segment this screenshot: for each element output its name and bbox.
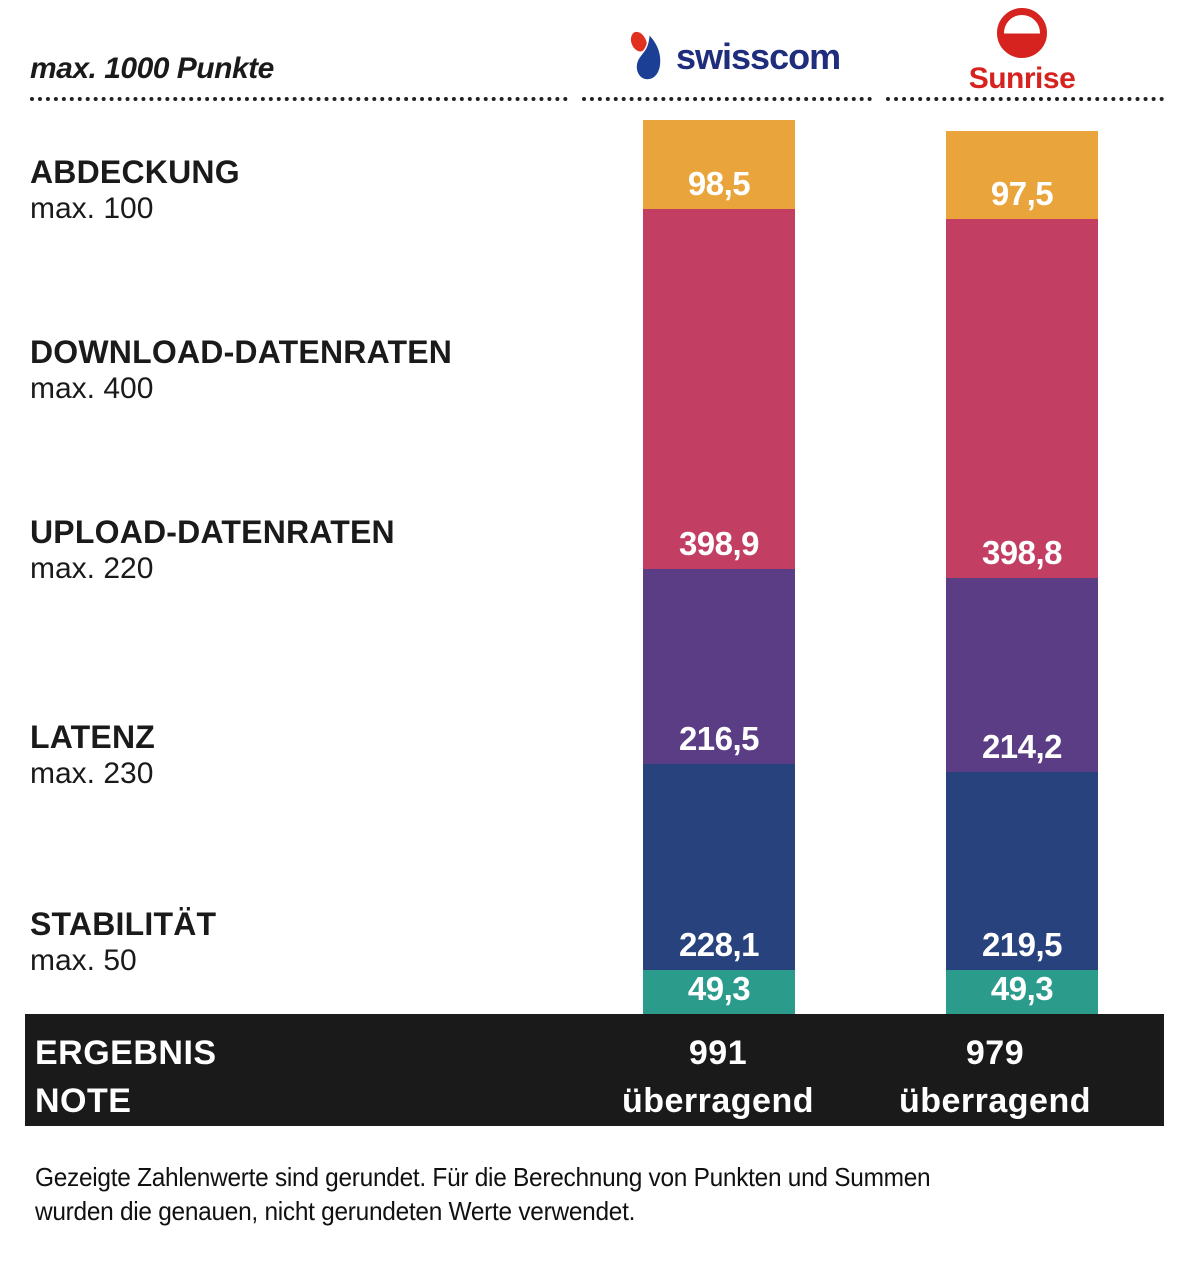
sunrise-icon	[997, 8, 1047, 58]
segment-value-label: 49,3	[991, 972, 1053, 1006]
ergebnis-label: ERGEBNIS	[35, 1029, 217, 1077]
sunrise-logo: Sunrise	[946, 8, 1098, 96]
category-label: STABILITÄT	[30, 908, 216, 940]
note-label: NOTE	[35, 1077, 217, 1125]
category-label: UPLOAD-DATENRATEN	[30, 516, 395, 548]
result-swisscom: 991 überragend	[568, 1029, 868, 1125]
category-max: max. 400	[30, 374, 452, 404]
dotted-rule-middle	[582, 97, 872, 101]
dotted-rule-right	[886, 97, 1164, 101]
segment-value-label: 228,1	[679, 928, 759, 962]
bar-segment: 98,5	[643, 120, 795, 209]
segment-value-label: 216,5	[679, 722, 759, 756]
bar-segment: 97,5	[946, 131, 1098, 219]
category-max: max. 220	[30, 554, 395, 584]
result-bar: ERGEBNIS NOTE 991 überragend 979 überrag…	[25, 1014, 1164, 1126]
bar-segment: 398,8	[946, 219, 1098, 579]
bar-segment: 216,5	[643, 569, 795, 764]
segment-value-label: 398,8	[982, 536, 1062, 570]
result-row-labels: ERGEBNIS NOTE	[35, 1029, 217, 1125]
segment-value-label: 49,3	[688, 972, 750, 1006]
result-sunrise: 979 überragend	[845, 1029, 1145, 1125]
footnote-line-1: Gezeigte Zahlenwerte sind gerundet. Für …	[35, 1160, 930, 1194]
bar-segment: 214,2	[946, 578, 1098, 771]
segment-value-label: 97,5	[991, 177, 1053, 211]
segment-value-label: 398,9	[679, 527, 759, 561]
segment-value-label: 214,2	[982, 730, 1062, 764]
segment-value-label: 219,5	[982, 928, 1062, 962]
stacked-bar-sunrise: 97,5 398,8 214,2 219,5 49,3	[946, 131, 1098, 1014]
category-latenz: LATENZ max. 230	[30, 721, 155, 789]
bar-segment: 49,3	[643, 970, 795, 1015]
category-label: DOWNLOAD-DATENRATEN	[30, 336, 452, 368]
category-max: max. 100	[30, 194, 240, 224]
category-download-datenraten: DOWNLOAD-DATENRATEN max. 400	[30, 336, 452, 404]
category-stabilitaet: STABILITÄT max. 50	[30, 908, 216, 976]
category-label: LATENZ	[30, 721, 155, 753]
max-points-note: max. 1000 Punkte	[30, 52, 274, 86]
swisscom-wordmark: swisscom	[676, 36, 840, 78]
sunrise-total-points: 979	[845, 1029, 1145, 1077]
segment-value-label: 98,5	[688, 167, 750, 201]
footnote: Gezeigte Zahlenwerte sind gerundet. Für …	[35, 1160, 930, 1228]
swisscom-icon	[630, 28, 666, 86]
bar-segment: 228,1	[643, 764, 795, 970]
sunrise-grade: überragend	[845, 1077, 1145, 1125]
network-test-comparison-chart: max. 1000 Punkte swisscom Sunrise ABDECK…	[0, 0, 1198, 1264]
footnote-line-2: wurden die genauen, nicht gerundeten Wer…	[35, 1194, 930, 1228]
bar-segment: 398,9	[643, 209, 795, 569]
bar-segment: 49,3	[946, 970, 1098, 1015]
swisscom-grade: überragend	[568, 1077, 868, 1125]
category-upload-datenraten: UPLOAD-DATENRATEN max. 220	[30, 516, 395, 584]
category-abdeckung: ABDECKUNG max. 100	[30, 156, 240, 224]
swisscom-total-points: 991	[568, 1029, 868, 1077]
category-max: max. 50	[30, 946, 216, 976]
dotted-rule-left	[30, 97, 568, 101]
bar-segment: 219,5	[946, 772, 1098, 970]
swisscom-logo: swisscom	[630, 28, 840, 86]
sunrise-wordmark: Sunrise	[969, 62, 1076, 96]
category-label: ABDECKUNG	[30, 156, 240, 188]
category-max: max. 230	[30, 759, 155, 789]
stacked-bar-swisscom: 98,5 398,9 216,5 228,1 49,3	[643, 120, 795, 1014]
